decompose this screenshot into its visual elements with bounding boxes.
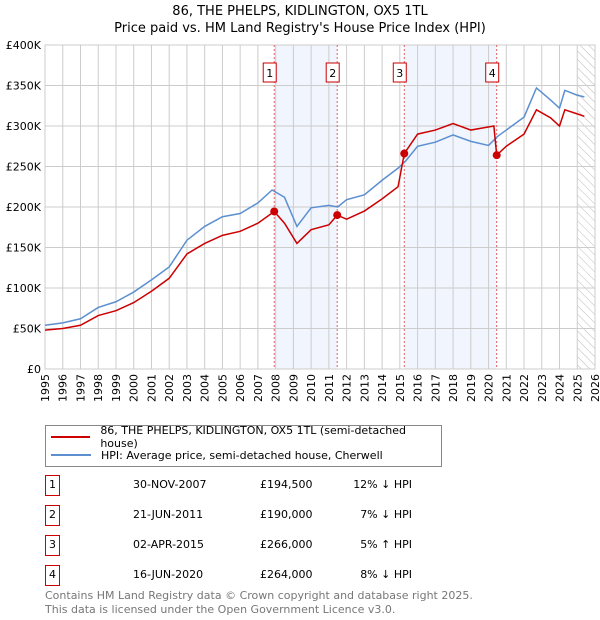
x-tick-label: 2011	[323, 374, 336, 402]
x-tick-label: 1997	[74, 374, 87, 402]
sale-point	[400, 149, 409, 158]
hpi-diff: 12% ↓ HPI	[353, 478, 412, 491]
x-tick-label: 2010	[305, 374, 318, 402]
sale-marker-box	[262, 62, 277, 83]
x-tick-label: 1995	[39, 374, 52, 402]
sale-point	[270, 207, 279, 216]
marker-badge: 1	[45, 475, 60, 496]
x-tick-label: 2014	[376, 374, 389, 402]
x-tick-label: 1999	[110, 374, 123, 402]
x-tick-label: 2013	[358, 374, 371, 402]
sale-price: £266,000	[260, 538, 313, 551]
x-tick-label: 2006	[234, 374, 247, 402]
x-tick-label: 2026	[589, 374, 600, 402]
y-tick-label: £0	[27, 363, 41, 376]
y-tick-label: £150K	[6, 242, 42, 255]
transaction-row: 3 02-APR-2015 £266,000 5% ↑ HPI	[45, 535, 465, 556]
sale-marker-label: 2	[329, 67, 336, 80]
x-tick-label: 2021	[500, 374, 513, 402]
sale-price: £194,500	[260, 478, 313, 491]
x-tick-label: 2016	[412, 374, 425, 402]
sale-point	[492, 151, 501, 160]
sale-date: 30-NOV-2007	[133, 478, 207, 491]
x-tick-label: 2008	[270, 374, 283, 402]
legend-item-property: 86, THE PHELPS, KIDLINGTON, OX5 1TL (sem…	[46, 424, 441, 450]
x-tick-label: 2002	[163, 374, 176, 402]
x-tick-label: 2020	[483, 374, 496, 402]
y-tick-label: £400K	[6, 39, 42, 52]
transaction-row: 2 21-JUN-2011 £190,000 7% ↓ HPI	[45, 505, 465, 526]
x-tick-label: 1996	[57, 374, 70, 402]
x-tick-label: 2004	[199, 374, 212, 402]
price-chart: 1995 1996 1997 1998 1999 2000 2001 2002 2003 2004…	[6, 39, 600, 402]
x-tick-label: 2012	[341, 374, 354, 402]
sale-marker-label: 4	[489, 67, 496, 80]
y-tick-label: £50K	[13, 323, 42, 336]
legend: 86, THE PHELPS, KIDLINGTON, OX5 1TL (sem…	[45, 424, 442, 467]
x-tick-label: 2015	[394, 374, 407, 402]
sale-point	[333, 211, 342, 220]
hpi-diff: 5% ↑ HPI	[360, 538, 412, 551]
sale-marker-box	[485, 62, 500, 83]
legend-label: 86, THE PHELPS, KIDLINGTON, OX5 1TL (sem…	[100, 424, 407, 450]
x-tick-label: 2022	[518, 374, 531, 402]
transaction-row: 4 16-JUN-2020 £264,000 8% ↓ HPI	[45, 565, 465, 586]
x-tick-label: 2023	[536, 374, 549, 402]
sale-marker-label: 1	[266, 67, 273, 80]
series-line	[44, 86, 585, 327]
x-tick-label: 2018	[447, 374, 460, 402]
hpi-diff: 7% ↓ HPI	[360, 508, 412, 521]
x-tick-label: 2000	[128, 374, 141, 402]
x-tick-label: 2017	[429, 374, 442, 402]
sale-marker-box	[325, 62, 340, 83]
marker-badge: 2	[45, 505, 60, 526]
x-tick-label: 2019	[465, 374, 478, 402]
red-line-swatch	[51, 436, 91, 438]
chart-subtitle: Price paid vs. HM Land Registry's House …	[114, 21, 486, 36]
plot-frame	[44, 44, 596, 370]
x-tick-label: 2005	[216, 374, 229, 402]
legend-label: HPI: Average price, semi-detached house,…	[101, 448, 383, 462]
x-tick-label: 1998	[92, 374, 105, 402]
sale-marker-label: 3	[396, 67, 403, 80]
x-tick-label: 2009	[287, 374, 300, 402]
blue-line-swatch	[51, 454, 91, 456]
x-tick-label: 2024	[554, 374, 567, 402]
y-tick-label: £250K	[6, 161, 42, 174]
sale-marker-box	[392, 62, 407, 83]
y-tick-label: £350K	[6, 80, 42, 93]
sale-price: £264,000	[260, 568, 313, 581]
series-line	[44, 108, 585, 331]
y-tick-label: £100K	[6, 282, 42, 295]
x-tick-label: 2001	[145, 374, 158, 402]
x-tick-label: 2003	[181, 374, 194, 402]
x-tick-label: 2007	[252, 374, 265, 402]
x-tick-label: 2025	[571, 374, 584, 402]
y-tick-label: £300K	[6, 120, 42, 133]
legend-item-hpi: HPI: Average price, semi-detached house,…	[46, 447, 383, 463]
y-tick-label: £200K	[6, 201, 42, 214]
marker-badge: 3	[45, 535, 60, 556]
sale-date: 16-JUN-2020	[133, 568, 204, 581]
footer-licence: This data is licensed under the Open Gov…	[45, 603, 396, 616]
chart-title: 86, THE PHELPS, KIDLINGTON, OX5 1TL	[172, 4, 428, 19]
sale-date: 02-APR-2015	[133, 538, 205, 551]
transaction-row: 1 30-NOV-2007 £194,500 12% ↓ HPI	[45, 475, 465, 496]
marker-badge: 4	[45, 565, 60, 586]
sale-price: £190,000	[260, 508, 313, 521]
footer-copyright: Contains HM Land Registry data © Crown c…	[45, 589, 473, 602]
hpi-diff: 8% ↓ HPI	[360, 568, 412, 581]
sale-date: 21-JUN-2011	[133, 508, 204, 521]
